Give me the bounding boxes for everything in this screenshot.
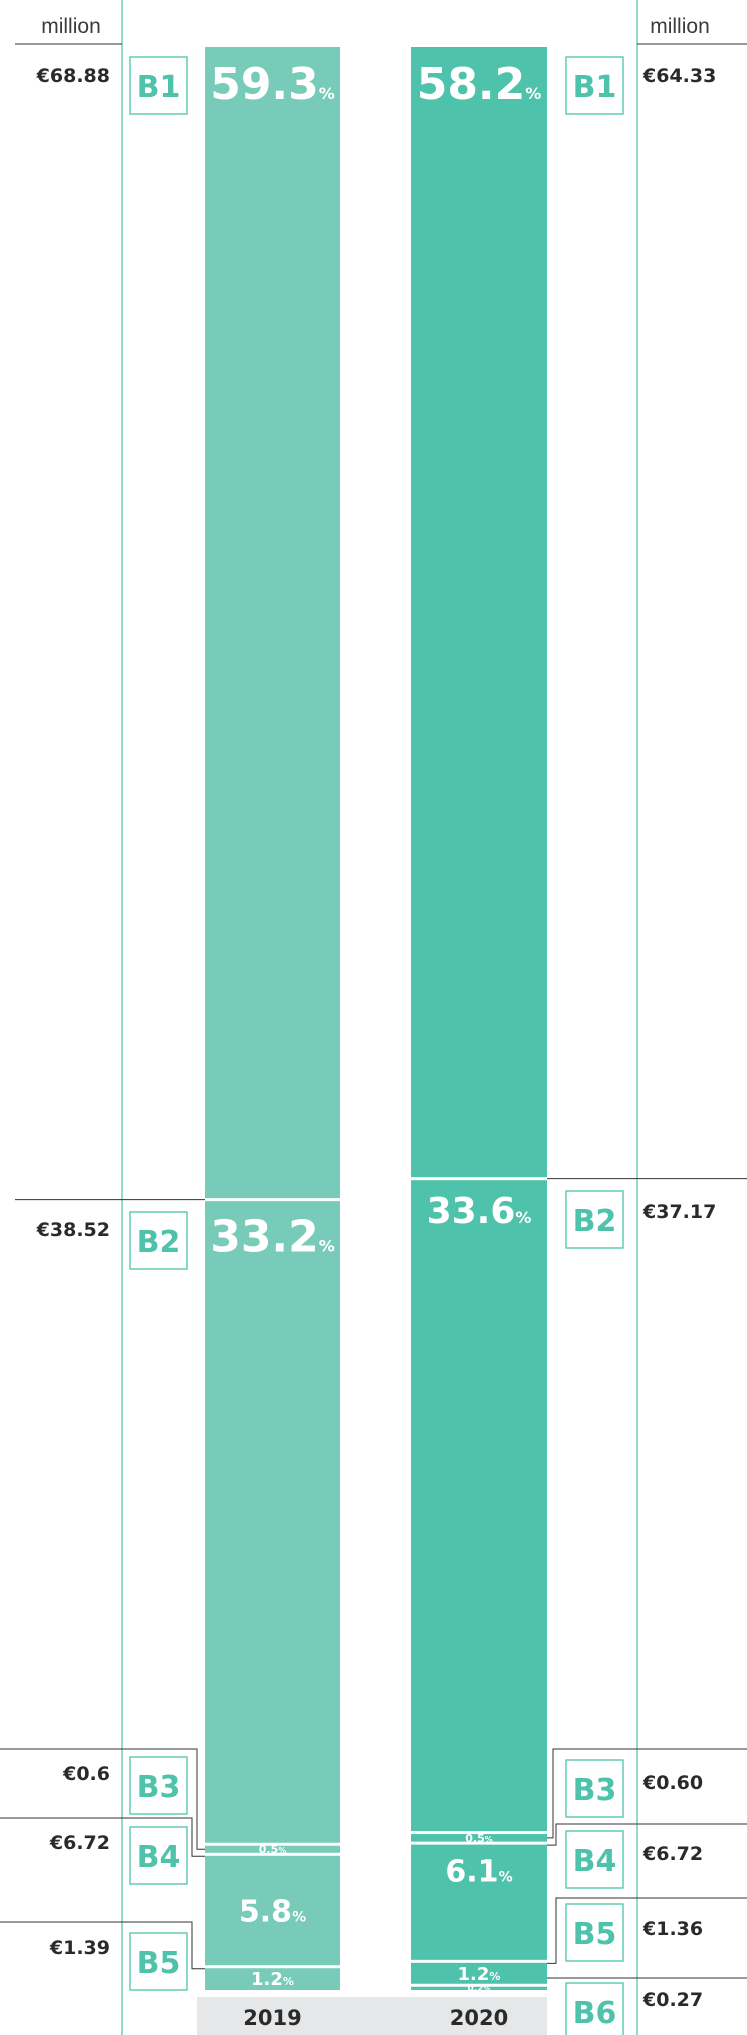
bar-segment-b4-2019 (205, 1855, 340, 1966)
value-label-b3-2019: €0.6 (62, 1763, 110, 1785)
pct-label-b5-2019: 1.2% (251, 1969, 294, 1990)
pct-label-b2-2019: 33.2% (210, 1211, 335, 1262)
bar-segment-b2-2020 (411, 1180, 547, 1832)
value-label-b6-2020: €0.27 (642, 1989, 703, 2011)
bar-segment-b5-2020 (411, 1962, 547, 1984)
badge-b1-2020-box (565, 56, 624, 115)
badge-b2-2020-box (565, 1190, 624, 1249)
badge-b2-2019: B2 (137, 1225, 181, 1260)
badge-b3-2020-box (565, 1759, 624, 1818)
value-label-b4-2019: €6.72 (49, 1832, 110, 1854)
badge-b5-2019-box (129, 1932, 188, 1991)
badge-b2-2019-box (129, 1211, 188, 1270)
badge-b4-2019: B4 (137, 1840, 181, 1875)
leader-b5-2019 (0, 1921, 205, 1970)
value-label-b1-2020: €64.33 (642, 65, 716, 87)
pct-label-b1-2019: 59.3% (210, 59, 335, 110)
leader-b4-2020 (547, 1823, 747, 1846)
badge-b1-2020: B1 (573, 70, 617, 105)
badge-b5-2020-box (565, 1903, 624, 1962)
bar-segment-b3-2020 (411, 1834, 547, 1842)
leader-b3-2020 (547, 1748, 747, 1839)
badge-b5-2019: B5 (137, 1946, 181, 1981)
bar-segment-b1-2019 (205, 47, 340, 1199)
bar-segment-b1-2020 (411, 47, 547, 1178)
badge-b6-2020-box (565, 1982, 624, 2035)
badge-b4-2020: B4 (573, 1844, 617, 1879)
pct-label-b1-2020: 58.2% (417, 59, 542, 110)
pct-label-b3-2020: 0.5% (465, 1832, 493, 1845)
value-label-b2-2019: €38.52 (36, 1219, 110, 1241)
pct-label-b5-2020: 1.2% (458, 1964, 501, 1985)
x-tick-label-2019: 2019 (243, 2006, 301, 2030)
bar-segment-b5-2019 (205, 1968, 340, 1990)
badge-b2-2020: B2 (573, 1204, 617, 1239)
value-label-b2-2020: €37.17 (642, 1201, 716, 1223)
bar-segment-b4-2020 (411, 1844, 547, 1960)
pct-label-b4-2019: 5.8% (239, 1894, 306, 1929)
pct-label-b4-2020: 6.1% (445, 1855, 512, 1890)
badge-b3-2020: B3 (573, 1773, 617, 1808)
value-label-b4-2020: €6.72 (642, 1843, 703, 1865)
bar-segment-b6-2020 (411, 1986, 547, 1990)
badge-b1-2019-box (129, 56, 188, 115)
pct-label-b3-2019: 0.5% (259, 1843, 287, 1856)
value-label-b5-2020: €1.36 (642, 1918, 703, 1940)
badge-b5-2020: B5 (573, 1917, 617, 1952)
pct-label-b2-2020: 33.6% (427, 1191, 532, 1232)
badge-b4-2020-box (565, 1830, 624, 1889)
badge-b3-2019: B3 (137, 1770, 181, 1805)
unit-label-left: million (41, 15, 101, 38)
pct-label-b6-2020: 0.2% (468, 1984, 491, 1994)
value-label-b3-2020: €0.60 (642, 1772, 703, 1794)
unit-label-right: million (650, 15, 710, 38)
badge-b6-2020: B6 (573, 1996, 617, 2031)
bar-segment-b2-2019 (205, 1201, 340, 1843)
leader-b5-2020 (547, 1897, 747, 1964)
leader-b4-2019 (0, 1817, 205, 1857)
year-band (197, 1997, 547, 2035)
badge-b3-2019-box (129, 1756, 188, 1815)
bar-segment-b3-2019 (205, 1845, 340, 1853)
value-label-b1-2019: €68.88 (36, 65, 110, 87)
x-tick-label-2020: 2020 (450, 2006, 508, 2030)
badge-b4-2019-box (129, 1826, 188, 1885)
leader-b3-2019 (0, 1748, 205, 1850)
badge-b1-2019: B1 (137, 70, 181, 105)
value-label-b5-2019: €1.39 (49, 1937, 110, 1959)
